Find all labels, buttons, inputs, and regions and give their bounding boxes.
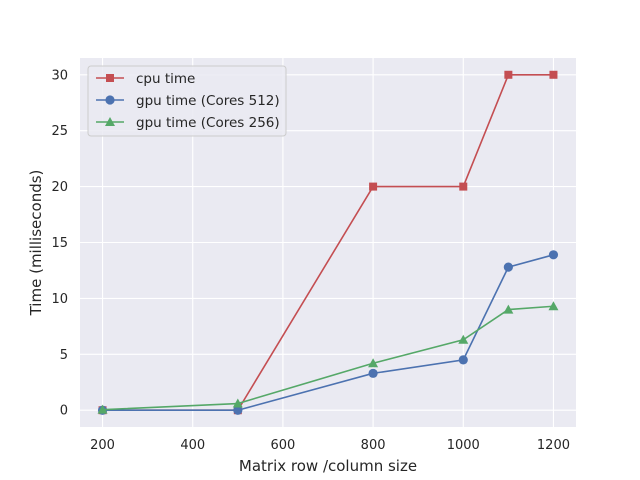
data-point — [233, 405, 243, 415]
x-tick-label: 400 — [180, 438, 205, 453]
y-tick-label: 0 — [60, 404, 68, 419]
legend-marker — [106, 74, 114, 82]
data-point — [368, 368, 378, 378]
x-tick-label: 800 — [361, 438, 386, 453]
y-axis-label: Time (milliseconds) — [27, 170, 45, 317]
data-point — [232, 398, 243, 408]
y-tick-label: 5 — [60, 348, 68, 363]
x-tick-labels: 200 400 600 800 1000 1200 — [90, 438, 570, 453]
data-point — [548, 250, 559, 260]
y-tick-label: 20 — [51, 180, 68, 195]
data-point — [549, 70, 558, 79]
legend-label: cpu time — [136, 71, 195, 87]
series-2 — [97, 301, 559, 414]
y-tick-labels: 0 5 10 15 20 25 30 — [51, 68, 68, 418]
data-point — [459, 182, 468, 191]
legend-marker — [105, 117, 115, 126]
x-tick-label: 1200 — [537, 438, 570, 453]
data-point — [369, 182, 378, 191]
data-point — [548, 301, 559, 311]
data-point — [504, 70, 513, 79]
legend-item: gpu time (Cores 256) — [96, 115, 280, 131]
data-point — [368, 358, 379, 368]
y-tick-label: 25 — [51, 124, 68, 139]
legend-item: cpu time — [96, 71, 195, 87]
legend-label: gpu time (Cores 256) — [136, 115, 280, 131]
legend-marker — [105, 95, 115, 105]
x-tick-label: 600 — [270, 438, 295, 453]
series-layer — [97, 70, 559, 415]
data-point — [97, 404, 108, 414]
y-tick-label: 10 — [51, 292, 68, 307]
series-line — [102, 254, 554, 412]
x-tick-label: 1000 — [447, 438, 480, 453]
data-point — [458, 334, 469, 344]
data-point — [503, 262, 513, 272]
x-tick-label: 200 — [90, 438, 115, 453]
y-tick-label: 30 — [51, 68, 68, 83]
data-point — [503, 304, 514, 314]
x-axis-label: Matrix row /column size — [239, 457, 417, 475]
y-tick-label: 15 — [51, 236, 68, 251]
data-point — [458, 355, 468, 365]
legend-box — [87, 65, 287, 137]
legend-label: gpu time (Cores 512) — [136, 93, 280, 109]
legend-item: gpu time (Cores 512) — [96, 93, 280, 109]
series-line — [102, 305, 554, 411]
legend: cpu time gpu time (Cores 512) gpu time (Co… — [87, 65, 287, 137]
